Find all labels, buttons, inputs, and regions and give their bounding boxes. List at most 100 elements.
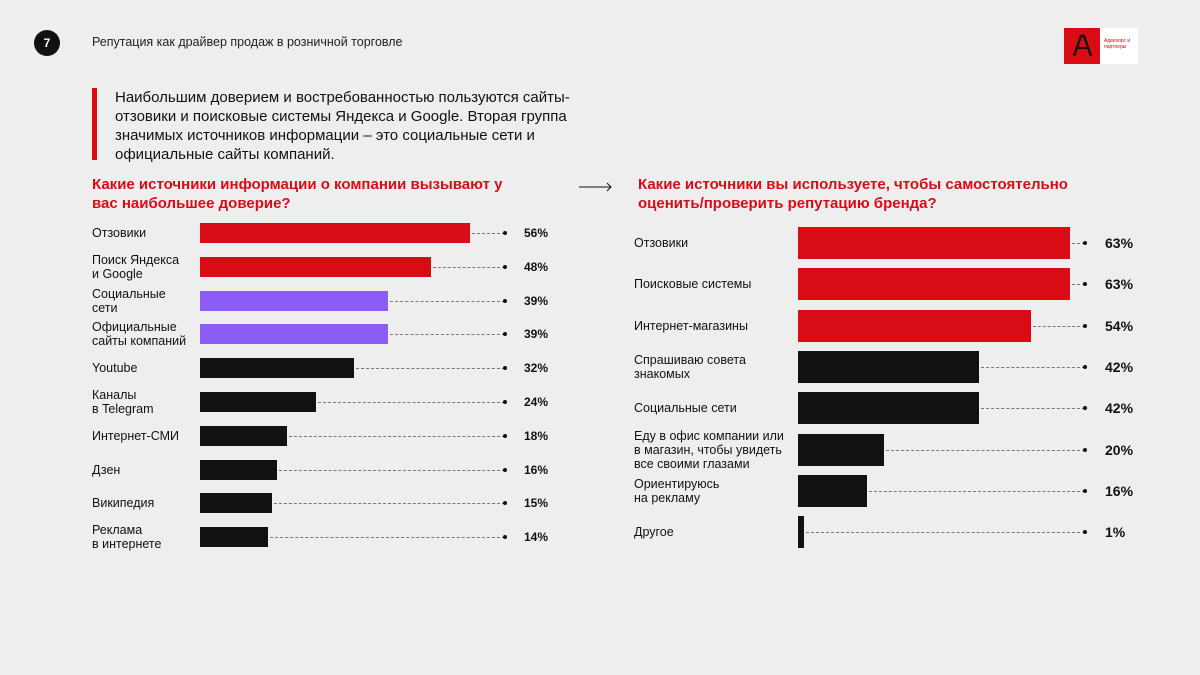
category-label: Википедия [92,496,155,511]
value-label: 20% [1105,441,1134,458]
value-label: 16% [524,462,549,477]
leader-line [433,266,505,268]
bar [200,223,470,243]
leader-dot [1083,447,1087,452]
bar [200,358,355,379]
leader-line [279,469,505,471]
leader-dot [503,264,507,269]
value-label: 48% [524,259,549,274]
bar [200,425,287,446]
value-label: 1% [1105,524,1126,541]
leader-dot [1083,323,1087,328]
leader-dot [503,433,507,438]
leader-dot [503,400,507,404]
bar [200,290,389,311]
category-label: Поиск Яндекса и Google [92,252,180,281]
leader-line [269,537,505,539]
category-label: Реклама в интернете [92,523,162,552]
leader-dot [503,366,507,371]
category-label: Дзен [92,462,121,477]
leader-line [1072,243,1085,244]
leader-line [886,449,1085,451]
leader-dot [1083,530,1087,535]
value-label: 42% [1105,400,1134,417]
page-number-badge: 7 [34,30,60,56]
category-label: Интернет-СМИ [92,428,179,443]
leader-dot [1083,282,1087,287]
value-label: 54% [1105,317,1134,334]
leader-line [869,490,1085,492]
leader-dot [503,298,507,303]
leader-dot [1083,406,1087,411]
leader-line [356,368,505,370]
leader-line [1033,325,1085,327]
category-label: Каналы в Telegram [92,388,154,416]
bar [798,268,1070,301]
leader-dot [503,467,507,472]
chart-trust-sources: Отзовики 56% Поиск Яндекса и Google 48% Соци… [92,216,562,561]
leader-dot [1083,241,1087,245]
leader-dot [503,231,507,235]
chart-left-title: Какие источники информации о компании вы… [92,176,503,212]
value-label: 42% [1105,358,1134,375]
category-label: Другое [634,525,674,540]
category-label: Youtube [92,361,138,376]
leader-line [806,532,1085,534]
category-label: Социальные сети [634,401,737,416]
category-label: Отзовики [92,226,147,240]
arrow-right-icon [579,182,612,192]
value-label: 18% [524,428,549,443]
value-label: 39% [524,327,549,342]
bar [200,256,432,277]
category-label: Ориентируюсь на рекламу [634,476,720,505]
value-label: 32% [524,361,549,376]
value-label: 16% [1105,482,1134,499]
leader-line [288,435,505,437]
category-label: Официальные сайты компаний [92,320,187,349]
leader-line [317,402,505,403]
category-label: Отзовики [634,236,689,250]
bar [798,350,980,383]
bar [798,433,885,466]
category-label: Поисковые системы [634,277,752,292]
bar [200,392,316,412]
leader-line [981,408,1085,410]
value-label: 15% [524,496,549,511]
leader-line [1072,284,1085,286]
bar [798,516,804,549]
bar [200,459,278,480]
leader-line [472,233,505,234]
leader-dot [1083,488,1087,493]
bar [798,309,1032,342]
bar [798,474,868,507]
lead-text: Наибольшим доверием и востребованностью … [92,88,612,163]
bar [200,527,268,548]
value-label: 56% [524,226,549,240]
category-label: Спрашиваю совета знакомых [634,352,746,381]
category-label: Интернет-магазины [634,318,748,333]
bar [200,324,389,345]
brand-logo: Адвизорс и партнеры [1064,28,1138,64]
value-label: 24% [524,395,549,409]
leader-dot [503,535,507,540]
leader-line [390,300,505,302]
value-label: 39% [524,293,549,308]
category-label: Еду в офис компании или в магазин, чтобы… [634,428,784,471]
brand-logo-text: Адвизорс и партнеры [1104,38,1131,50]
leader-dot [503,501,507,506]
leader-dot [503,332,507,337]
leader-line [390,334,505,336]
brand-logo-icon [1064,28,1100,64]
bar [798,392,980,425]
leader-dot [1083,364,1087,369]
value-label: 63% [1105,276,1134,293]
leader-line [981,366,1085,368]
bar [798,227,1070,259]
value-label: 63% [1105,235,1134,251]
category-label: Социальные сети [92,286,166,315]
chart-right-title: Какие источники вы используете, чтобы са… [638,176,1068,212]
bar [200,493,273,514]
leader-line [274,503,505,505]
header-title: Репутация как драйвер продаж в розничной… [92,35,403,49]
chart-reputation-check-sources: Отзовики 63% Поисковые системы 63% Интернет-… [634,222,1154,557]
